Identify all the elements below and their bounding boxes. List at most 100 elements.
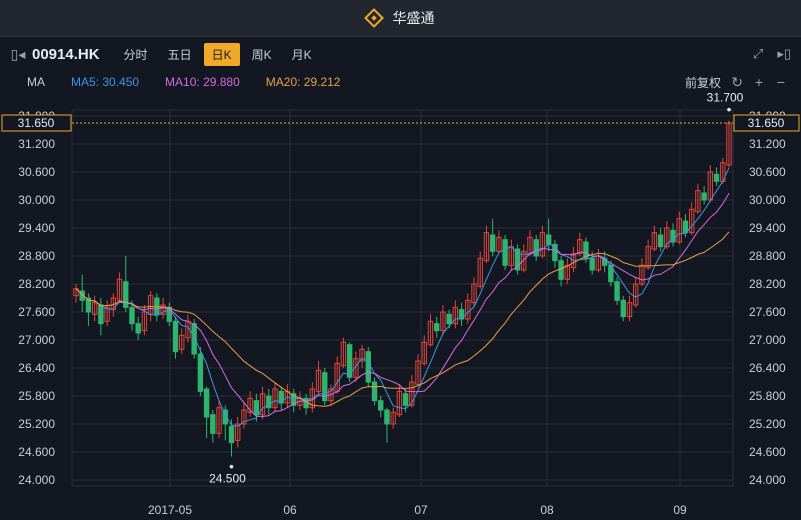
candle-body [179,334,185,350]
indicator-row: MA MA5: 30.450 MA10: 29.880 MA20: 29.212… [0,72,801,92]
candle-body [458,309,465,320]
y-tick-label-left: 24.000 [18,473,55,487]
candle-body [297,397,303,406]
y-tick-label-right: 25.200 [749,417,786,431]
candle-body [384,409,390,425]
candle-body [222,409,228,425]
ma20-line [75,231,730,407]
candle-body [346,344,353,378]
candle-body [707,171,714,201]
candle-body [334,362,340,392]
fullscreen-icon[interactable]: ⤢ [752,46,764,61]
candle-body [483,232,490,262]
candle-body [601,257,608,266]
candle-body [477,257,483,287]
candle-body [147,295,154,315]
candle-body [533,239,539,257]
candle-body [365,351,371,383]
candle-body [303,397,309,409]
y-tick-label-right: 30.600 [749,165,786,179]
candle-body [73,288,79,297]
candle-body [577,239,583,255]
chart-toolbar: ▯◂ 00914.HK 分时 五日 日K 周K 月K ⤢ ▸▯ [0,37,801,71]
candle-body [688,208,695,234]
y-tick-label-left: 28.200 [18,277,55,291]
candle-body [452,306,459,325]
candle-body [645,246,651,269]
tab-five-day[interactable]: 五日 [167,47,192,62]
candle-body [421,341,427,364]
y-tick-label-left: 31.800 [18,109,55,123]
y-tick-label-right: 24.600 [749,445,786,459]
candle-body [371,381,378,402]
candle-body [614,281,620,301]
candle-body [309,388,316,409]
y-tick-label-left: 29.400 [18,221,55,235]
candle-body [154,297,160,315]
candle-body [508,246,515,266]
candle-body [521,250,527,271]
y-tick-label-right: 31.200 [749,137,786,151]
y-tick-label-left: 27.600 [18,305,55,319]
tab-weekly-k[interactable]: 周K [251,47,272,62]
candle-body [639,264,645,285]
x-tick-label: 09 [673,503,687,517]
candle-body [390,411,396,425]
candle-body [328,388,334,402]
candle-body [620,299,626,318]
candle-body [657,234,664,248]
candle-body [290,393,297,406]
y-tick-label-left: 30.600 [18,165,55,179]
tab-intraday[interactable]: 分时 [123,47,148,62]
x-tick-label: 07 [414,503,428,517]
candle-body [402,393,409,406]
y-tick-label-right: 28.200 [749,277,786,291]
collapse-sidebar-icon[interactable]: ▯◂ [10,45,26,62]
ma-label[interactable]: MA [27,75,45,89]
tab-monthly-k[interactable]: 月K [291,47,312,62]
y-tick-label-left: 26.400 [18,361,55,375]
candle-body [427,320,434,346]
y-tick-label-right: 26.400 [749,361,786,375]
candle-body [682,220,689,234]
adjustment-toggle[interactable]: 前复权 [684,75,721,90]
candle-body [676,218,682,243]
candle-body [123,281,129,308]
y-tick-label-right: 24.000 [749,473,786,487]
candle-body [166,306,172,322]
candle-body [141,311,148,332]
candle-body [471,283,477,304]
tab-daily-k[interactable]: 日K [203,42,240,66]
candle-body [247,397,253,413]
candle-body [434,323,440,332]
candle-body [545,234,552,245]
y-tick-label-left: 28.800 [18,249,55,263]
candle-body [726,122,732,166]
candle-body [259,393,266,416]
candle-body [284,390,291,404]
refresh-icon[interactable]: ↻ [731,73,743,90]
candle-body [465,299,471,320]
y-tick-label-right: 27.000 [749,333,786,347]
crosshair-label-left: 31.650 [18,116,55,130]
candle-body [440,311,446,332]
plot-frame [71,109,734,487]
candle-body [160,304,166,315]
candle-body [185,320,191,339]
candle-body [409,381,415,406]
min-label: 24.500 [209,472,246,486]
candle-body [514,248,521,271]
zoom-out-icon[interactable]: − [776,74,785,90]
candle-body [172,320,179,353]
candle-body [340,341,347,367]
ticker-symbol: 00914.HK [32,45,100,63]
candle-body [713,173,720,182]
candle-body [98,304,104,325]
candle-body [664,227,670,248]
y-tick-label-right: 28.800 [749,249,786,263]
candle-body [353,358,359,378]
candle-body [539,232,546,257]
candle-body [633,283,639,306]
expand-sidebar-icon[interactable]: ▸▯ [777,46,791,61]
zoom-in-icon[interactable]: + [754,74,763,90]
